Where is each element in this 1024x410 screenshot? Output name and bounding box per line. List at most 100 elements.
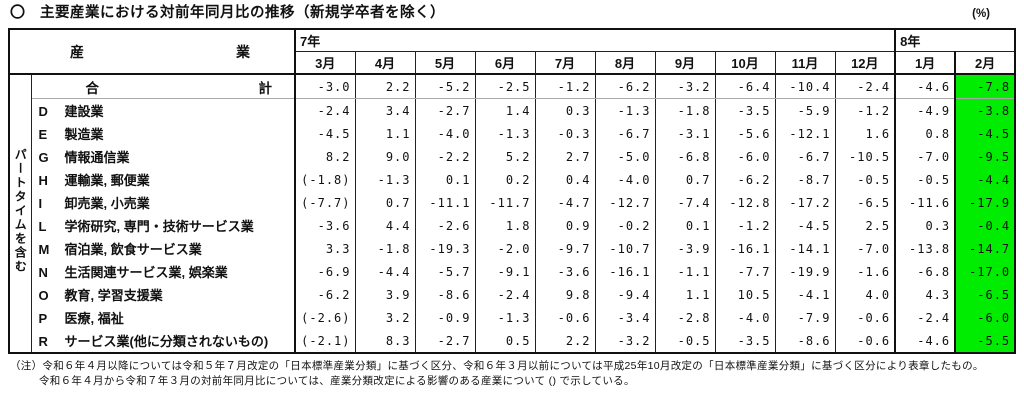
industry-name-cell: I 卸売業, 小売業	[31, 191, 296, 214]
industry-name: 教育, 学習支援業	[64, 288, 163, 303]
value-cell: -7.0	[834, 237, 896, 260]
industry-name-cell: H 運輸業, 郵便業	[31, 168, 296, 191]
value-cell: -9.1	[474, 260, 535, 283]
value-cell: 1.1	[654, 283, 715, 306]
value-cell: -1.2	[834, 98, 896, 122]
value-cell: -19.9	[774, 260, 835, 283]
side-label-text: パートタイムを含む	[13, 148, 28, 274]
value-cell: -0.6	[834, 329, 896, 353]
value-cell: -9.4	[594, 283, 655, 306]
industry-header-left: 産	[70, 43, 84, 60]
value-cell: -10.7	[594, 237, 655, 260]
value-cell: -5.0	[594, 145, 655, 168]
value-cell: 5.2	[474, 145, 535, 168]
value-cell: -3.0	[294, 74, 355, 99]
value-cell: -0.6	[534, 306, 595, 329]
value-cell: -6.8	[894, 260, 956, 283]
industry-code: G	[38, 150, 49, 165]
table-row: I 卸売業, 小売業 (-7.7) 0.7 -11.1 -11.7 -4.7 -12.7 -7.…	[9, 191, 1016, 214]
value-cell: -11.7	[474, 191, 535, 214]
value-cell: 0.4	[534, 168, 595, 191]
value-cell: -6.0	[954, 306, 1016, 329]
month-header: 11月	[774, 51, 835, 75]
value-cell: 2.5	[834, 214, 896, 237]
industry-name: 運輸業, 郵便業	[64, 173, 150, 188]
value-cell: 0.3	[534, 98, 595, 122]
industry-name: 卸売業, 小売業	[64, 196, 150, 211]
month-header: 5月	[414, 51, 475, 75]
month-header: 4月	[354, 51, 415, 75]
footnote-line-1: （注）令和６年４月以降については令和５年７月改定の「日本標準産業分類」に基づく区…	[10, 360, 984, 372]
value-cell: -14.7	[954, 237, 1016, 260]
year-7-header: 7年	[293, 29, 896, 52]
value-cell: -2.2	[414, 145, 475, 168]
value-cell: -14.1	[774, 237, 835, 260]
industry-name: 医療, 福祉	[64, 311, 124, 326]
value-cell: -7.7	[714, 260, 775, 283]
value-cell: -2.7	[414, 98, 475, 122]
industry-name-cell: O 教育, 学習支援業	[31, 283, 296, 306]
industry-table: 産 業 7年 8年 3月 4月 5月 6月 7月 8月 9月 10月 11月 12月 1月 2月 パー…	[8, 28, 1017, 354]
value-cell: 0.1	[654, 214, 715, 237]
value-cell: -1.3	[354, 168, 415, 191]
value-cell: 2.2	[354, 74, 415, 99]
value-cell: 0.7	[354, 191, 415, 214]
value-cell: -2.0	[474, 237, 535, 260]
industry-header-right: 業	[236, 43, 250, 60]
value-cell: -11.1	[414, 191, 475, 214]
value-cell: -9.7	[534, 237, 595, 260]
value-cell: -17.9	[954, 191, 1016, 214]
value-cell: -1.3	[594, 98, 655, 122]
value-cell: 4.4	[354, 214, 415, 237]
month-header: 7月	[534, 51, 595, 75]
industry-name: 学術研究, 専門・技術サービス業	[64, 219, 254, 234]
value-cell: -4.6	[894, 329, 956, 353]
value-cell: -0.2	[594, 214, 655, 237]
value-cell: 0.1	[414, 168, 475, 191]
value-cell: -4.4	[954, 168, 1016, 191]
value-cell: -2.6	[414, 214, 475, 237]
table-row-total: パートタイムを含む合計 -3.0 2.2 -5.2 -2.5 -1.2 -6.2 -3.2 -6…	[9, 74, 1016, 353]
value-cell: -2.5	[474, 74, 535, 99]
value-cell: 0.5	[474, 329, 535, 353]
value-cell: 1.1	[354, 122, 415, 145]
value-cell: -5.9	[774, 98, 835, 122]
value-cell: -3.4	[594, 306, 655, 329]
value-cell: -6.5	[954, 283, 1016, 306]
value-cell: (-2.1)	[294, 329, 355, 353]
value-cell: (-2.6)	[294, 306, 355, 329]
table-row: L 学術研究, 専門・技術サービス業 -3.6 4.4 -2.6 1.8 0.9 -0.2 0.…	[9, 214, 1016, 237]
value-cell: -4.7	[534, 191, 595, 214]
value-cell: 0.2	[474, 168, 535, 191]
value-cell: -13.8	[894, 237, 956, 260]
value-cell: -0.5	[834, 168, 896, 191]
table-row: H 運輸業, 郵便業 (-1.8) -1.3 0.1 0.2 0.4 -4.0 0.7 -6.2-…	[9, 168, 1016, 191]
table-row: D 建設業 -2.4 3.4 -2.7 1.4 0.3 -1.3 -1.8 -3.5 -5.9 -1.…	[9, 98, 1016, 122]
value-cell: -0.9	[414, 306, 475, 329]
value-cell: 3.4	[354, 98, 415, 122]
industry-name-cell: L 学術研究, 専門・技術サービス業	[31, 214, 296, 237]
value-cell: 0.3	[894, 214, 956, 237]
value-cell: -1.2	[534, 74, 595, 99]
value-cell: -2.4	[294, 98, 355, 122]
value-cell: -2.8	[654, 306, 715, 329]
value-cell: -1.2	[714, 214, 775, 237]
value-cell: -6.0	[714, 145, 775, 168]
industry-name-cell: G 情報通信業	[31, 145, 296, 168]
table-row: R サービス業(他に分類されないもの) (-2.1) 8.3 -2.7 0.5 2.2 -3.…	[9, 329, 1016, 353]
value-cell: 1.8	[474, 214, 535, 237]
value-cell: 1.6	[834, 122, 896, 145]
value-cell: 2.7	[534, 145, 595, 168]
month-header: 2月	[954, 51, 1016, 75]
value-cell: 10.5	[714, 283, 775, 306]
value-cell: 8.3	[354, 329, 415, 353]
value-cell: -3.2	[654, 74, 715, 99]
value-cell: 4.3	[894, 283, 956, 306]
industry-code: N	[38, 265, 48, 280]
value-cell: 3.2	[354, 306, 415, 329]
value-cell: -0.4	[954, 214, 1016, 237]
value-cell: 1.4	[474, 98, 535, 122]
value-cell: -1.8	[654, 98, 715, 122]
industry-name-cell: M 宿泊業, 飲食サービス業	[31, 237, 296, 260]
value-cell: (-1.8)	[294, 168, 355, 191]
